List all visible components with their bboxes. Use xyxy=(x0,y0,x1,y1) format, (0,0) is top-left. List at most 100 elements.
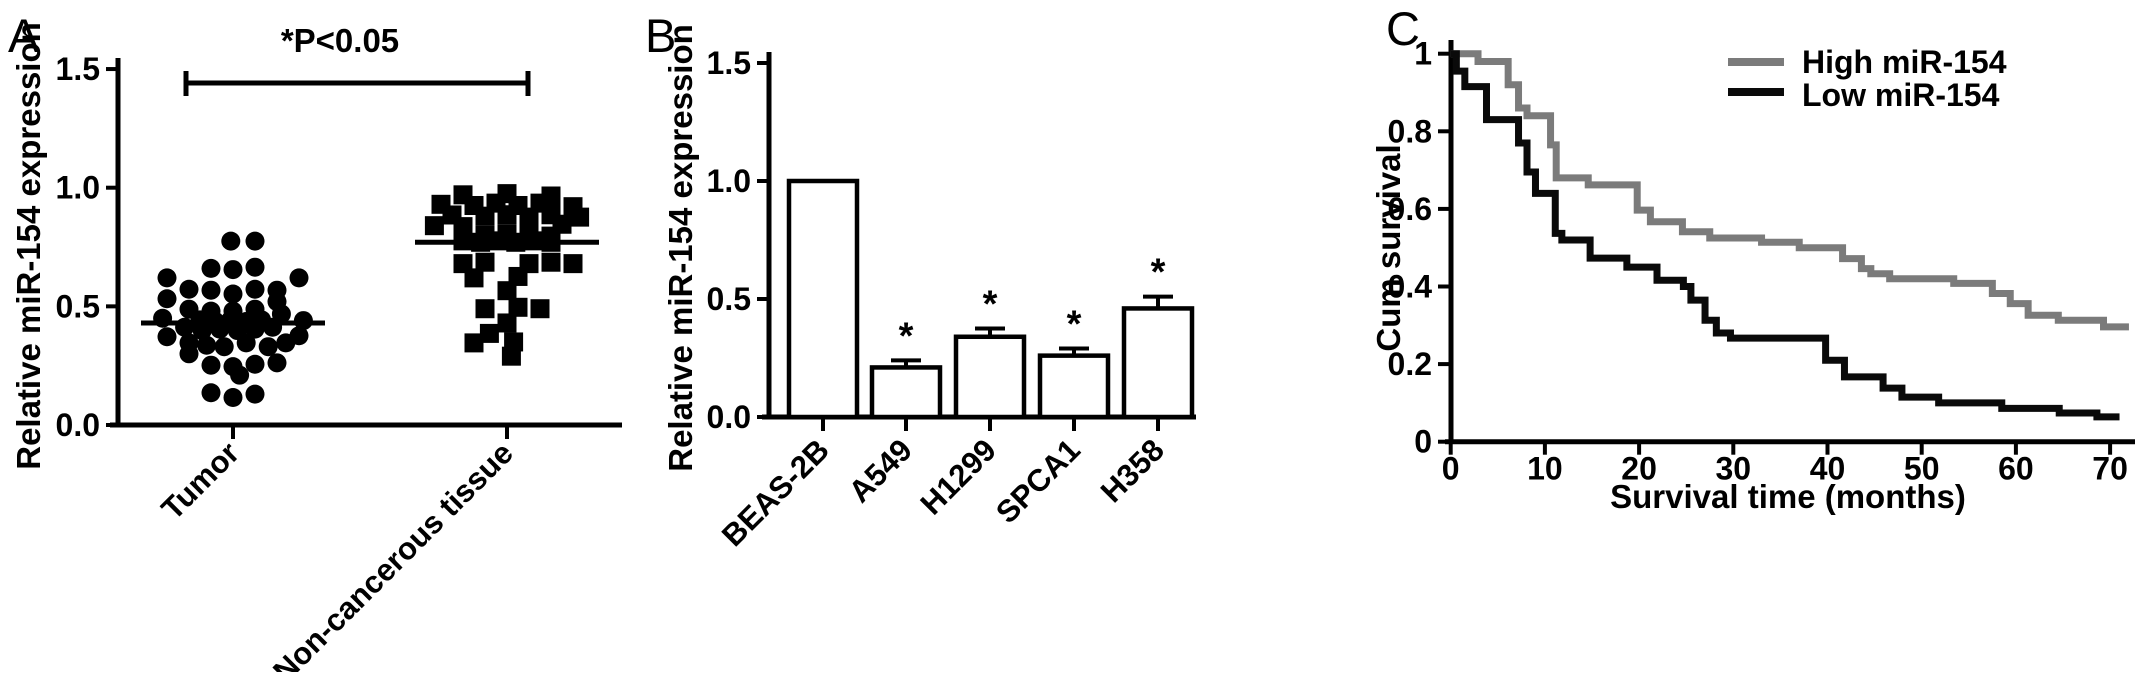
scatter-point-tumor xyxy=(197,335,217,355)
panel-b-category-label: H1299 xyxy=(914,432,1003,521)
panel-c-y-tick-label: 0.8 xyxy=(1388,113,1432,149)
scatter-point-tumor xyxy=(245,231,265,251)
panel-c-y-tick-label: 0 xyxy=(1414,424,1432,460)
scatter-point-tumor xyxy=(179,344,199,364)
panel-a-letter: A xyxy=(8,9,40,62)
panel-c-letter: C xyxy=(1386,2,1420,55)
scatter-point-non-cancerous xyxy=(464,333,484,353)
survival-curve-low-mir-154 xyxy=(1450,50,2120,421)
significance-star: * xyxy=(1067,304,1082,346)
scatter-point-non-cancerous xyxy=(563,254,583,274)
survival-curve-high-mir-154 xyxy=(1450,50,2129,331)
panel-b-y-axis-title: Relative miR-154 expression xyxy=(662,24,699,472)
significance-bracket xyxy=(183,71,531,96)
panel-c-y-axis-title: Cum survival xyxy=(1370,144,1407,351)
scatter-point-tumor xyxy=(223,387,243,407)
panel-c-x-tick-label: 0 xyxy=(1442,451,1460,487)
panel-a-y-tick-label: 1.0 xyxy=(56,170,100,206)
scatter-point-tumor xyxy=(230,365,250,385)
scatter-point-non-cancerous xyxy=(570,207,590,227)
scatter-point-non-cancerous xyxy=(501,346,521,366)
scatter-point-tumor xyxy=(157,268,177,288)
scatter-point-tumor xyxy=(236,333,256,353)
panel-c-x-tick-label: 70 xyxy=(2092,451,2128,487)
scatter-point-tumor xyxy=(214,337,234,357)
scatter-point-non-cancerous xyxy=(497,281,517,301)
scatter-point-tumor xyxy=(258,337,278,357)
panel-c-y-tick-label: 0.6 xyxy=(1388,191,1432,227)
panel-b-category-label: SPCA1 xyxy=(989,432,1087,530)
panel-c-x-tick-label: 20 xyxy=(1621,451,1657,487)
scatter-point-non-cancerous xyxy=(479,323,499,343)
scatter-point-tumor xyxy=(245,384,265,404)
scatter-point-non-cancerous xyxy=(508,297,528,317)
panel-a-y-tick-label: 0.0 xyxy=(56,407,100,443)
bar-BEAS-2B xyxy=(786,178,860,420)
scatter-point-non-cancerous xyxy=(497,205,517,225)
panel-c-x-tick-label: 50 xyxy=(1904,451,1940,487)
scatter-point-tumor xyxy=(201,280,221,300)
legend-label-low-mir-154: Low miR-154 xyxy=(1802,77,2000,113)
panel-c-y-tick-label: 0.2 xyxy=(1388,346,1432,382)
panel-b-category-label: H358 xyxy=(1094,432,1171,509)
scatter-point-non-cancerous xyxy=(475,252,495,272)
scatter-point-tumor xyxy=(201,258,221,278)
scatter-point-tumor xyxy=(245,279,265,299)
panel-c-y-tick-label: 1 xyxy=(1414,36,1432,72)
panel-a-plot: 0.0 0.5 1.0 1.5 Tumor Non-cancerous tissue xyxy=(56,51,622,677)
panel-b-category-label: A549 xyxy=(842,432,919,509)
panel-c-x-axis-title: Survival time (months) xyxy=(1610,478,1966,515)
scatter-point-tumor xyxy=(157,289,177,309)
scatter-point-non-cancerous xyxy=(497,313,517,333)
scatter-point-tumor xyxy=(223,260,243,280)
bar-SPCA1 xyxy=(1037,353,1111,420)
panel-a-category-label: Non-cancerous tissue xyxy=(266,435,520,672)
panel-b-category-label: BEAS-2B xyxy=(715,432,836,553)
scatter-point-non-cancerous xyxy=(519,207,539,227)
scatter-point-tumor xyxy=(289,268,309,288)
panel-a-y-tick-label: 1.5 xyxy=(56,51,100,87)
panel-a-category-label: Tumor xyxy=(155,435,246,526)
panel-b-plot: 0.0 0.5 1.0 1.5 BEAS-2B * A549 * H1299 * SPCA1 * H35… xyxy=(707,45,1196,553)
scatter-point-non-cancerous xyxy=(424,216,444,236)
scatter-point-tumor xyxy=(201,355,221,375)
panel-c-x-tick-label: 40 xyxy=(1810,451,1846,487)
panel-b-y-tick-label: 0.5 xyxy=(707,281,751,317)
scatter-point-non-cancerous xyxy=(475,206,495,226)
scatter-point-tumor xyxy=(245,354,265,374)
significance-star: * xyxy=(899,315,914,357)
scatter-point-tumor xyxy=(179,279,199,299)
bar-H358 xyxy=(1121,306,1195,420)
scatter-point-non-cancerous xyxy=(475,299,495,319)
scatter-point-tumor xyxy=(221,231,241,251)
panel-c-legend: High miR-154 Low miR-154 xyxy=(1728,44,2007,113)
panel-c-x-tick-label: 60 xyxy=(1998,451,2034,487)
panel-a-significance-label: *P<0.05 xyxy=(281,22,399,59)
panel-b-y-tick-label: 0.0 xyxy=(707,399,751,435)
significance-star: * xyxy=(1151,252,1166,294)
scatter-point-tumor xyxy=(267,353,287,373)
panel-c-x-tick-label: 10 xyxy=(1527,451,1563,487)
panel-b: B Relative miR-154 expression 0.0 0.5 1.0 1… xyxy=(645,9,1196,553)
panel-a: A Relative miR-154 expression 0.0 0.5 1.0 1… xyxy=(8,9,622,677)
panel-c-x-tick-label: 30 xyxy=(1716,451,1752,487)
scatter-point-tumor xyxy=(201,383,221,403)
panel-c-plot: 00.20.40.60.810 10 20 30 40 50 60 70 xyxy=(1388,36,2135,487)
panel-a-y-tick-label: 0.5 xyxy=(56,288,100,324)
bar-A549 xyxy=(869,365,943,420)
scatter-point-tumor xyxy=(245,257,265,277)
scatter-point-non-cancerous xyxy=(530,299,550,319)
panel-a-y-axis-title: Relative miR-154 expression xyxy=(10,22,47,470)
panel-b-y-tick-label: 1.5 xyxy=(707,45,751,81)
panel-c: C Cum survival Survival time (months) 00… xyxy=(1370,2,2135,515)
panel-b-y-tick-label: 1.0 xyxy=(707,163,751,199)
scatter-point-tumor xyxy=(157,327,177,347)
scatter-point-non-cancerous xyxy=(541,252,561,272)
scatter-point-non-cancerous xyxy=(464,268,484,288)
panel-b-letter: B xyxy=(645,9,676,62)
scatter-point-tumor xyxy=(192,321,212,341)
scatter-point-tumor xyxy=(276,333,296,353)
legend-label-high-mir-154: High miR-154 xyxy=(1802,44,2007,80)
